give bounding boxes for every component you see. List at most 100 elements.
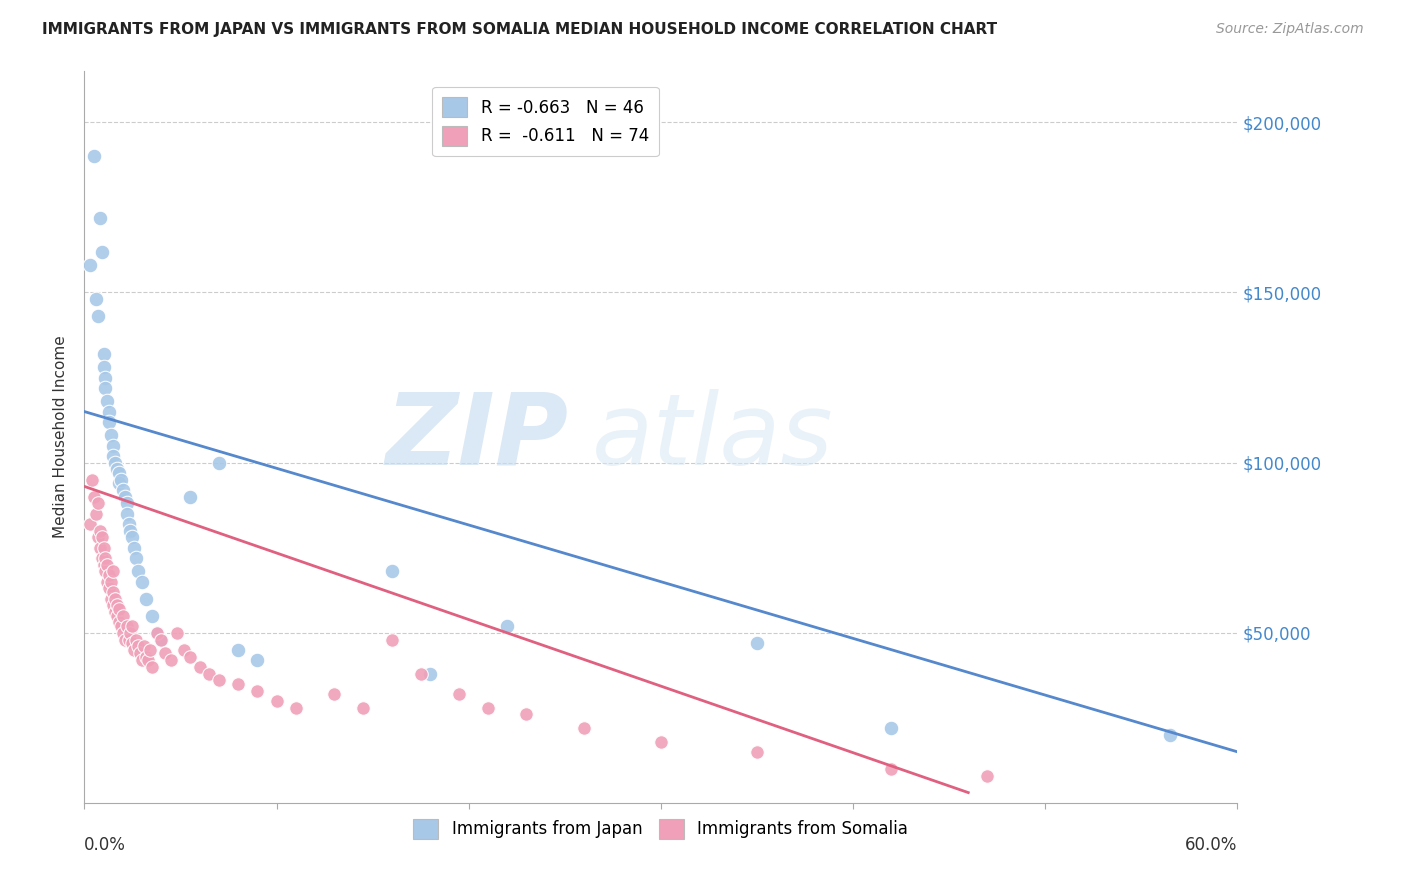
Point — [94, 565, 117, 579]
Point — [80, 473, 103, 487]
Point — [114, 490, 136, 504]
Point — [105, 462, 128, 476]
Point — [94, 550, 117, 565]
Point — [110, 473, 132, 487]
Point — [650, 734, 672, 748]
Point — [94, 370, 117, 384]
Point — [111, 608, 134, 623]
Point — [246, 653, 269, 667]
Point — [246, 683, 269, 698]
Point — [104, 456, 127, 470]
Point — [103, 585, 124, 599]
Point — [100, 574, 122, 589]
Point — [111, 483, 134, 497]
Point — [120, 524, 142, 538]
Point — [89, 541, 111, 555]
Point — [84, 293, 107, 307]
Point — [976, 768, 998, 782]
Point — [135, 591, 157, 606]
Point — [115, 496, 138, 510]
Point — [141, 608, 163, 623]
Point — [117, 632, 139, 647]
Point — [409, 666, 432, 681]
Point — [98, 582, 121, 596]
Point — [572, 721, 595, 735]
Point — [150, 632, 173, 647]
Point — [89, 211, 111, 225]
Point — [477, 700, 499, 714]
Point — [266, 694, 288, 708]
Point — [127, 640, 149, 654]
Point — [188, 659, 211, 673]
Point — [87, 496, 110, 510]
Point — [111, 625, 134, 640]
Text: Source: ZipAtlas.com: Source: ZipAtlas.com — [1216, 22, 1364, 37]
Point — [745, 636, 768, 650]
Point — [496, 619, 519, 633]
Legend: Immigrants from Japan, Immigrants from Somalia: Immigrants from Japan, Immigrants from S… — [406, 812, 915, 846]
Point — [124, 541, 146, 555]
Point — [141, 659, 163, 673]
Point — [79, 258, 101, 272]
Point — [352, 700, 374, 714]
Point — [226, 677, 249, 691]
Point — [136, 653, 159, 667]
Point — [138, 642, 160, 657]
Point — [146, 625, 169, 640]
Point — [100, 428, 122, 442]
Point — [208, 673, 231, 688]
Point — [103, 439, 124, 453]
Y-axis label: Median Household Income: Median Household Income — [53, 335, 69, 539]
Point — [131, 574, 153, 589]
Point — [104, 605, 127, 619]
Point — [226, 642, 249, 657]
Text: 0.0%: 0.0% — [84, 836, 127, 854]
Point — [129, 646, 152, 660]
Point — [83, 490, 105, 504]
Point — [83, 149, 105, 163]
Point — [745, 745, 768, 759]
Point — [515, 707, 537, 722]
Point — [93, 541, 115, 555]
Point — [108, 615, 131, 630]
Point — [880, 762, 903, 776]
Point — [93, 360, 115, 375]
Point — [87, 310, 110, 324]
Point — [381, 565, 404, 579]
Point — [103, 565, 124, 579]
Point — [79, 516, 101, 531]
Point — [121, 636, 143, 650]
Point — [114, 632, 136, 647]
Point — [125, 550, 148, 565]
Point — [115, 619, 138, 633]
Point — [108, 475, 131, 490]
Point — [208, 456, 231, 470]
Point — [90, 531, 112, 545]
Point — [131, 653, 153, 667]
Point — [125, 632, 148, 647]
Point — [103, 599, 124, 613]
Point — [127, 565, 149, 579]
Point — [103, 449, 124, 463]
Point — [124, 642, 146, 657]
Point — [146, 625, 169, 640]
Point — [449, 687, 471, 701]
Point — [150, 632, 173, 647]
Point — [284, 700, 307, 714]
Point — [381, 632, 404, 647]
Point — [880, 721, 903, 735]
Point — [100, 591, 122, 606]
Point — [153, 646, 176, 660]
Point — [104, 591, 127, 606]
Point — [96, 574, 118, 589]
Point — [89, 524, 111, 538]
Point — [93, 558, 115, 572]
Point — [108, 602, 131, 616]
Point — [84, 507, 107, 521]
Point — [419, 666, 441, 681]
Point — [90, 244, 112, 259]
Point — [98, 567, 121, 582]
Text: ZIP: ZIP — [385, 389, 568, 485]
Point — [323, 687, 346, 701]
Point — [160, 653, 183, 667]
